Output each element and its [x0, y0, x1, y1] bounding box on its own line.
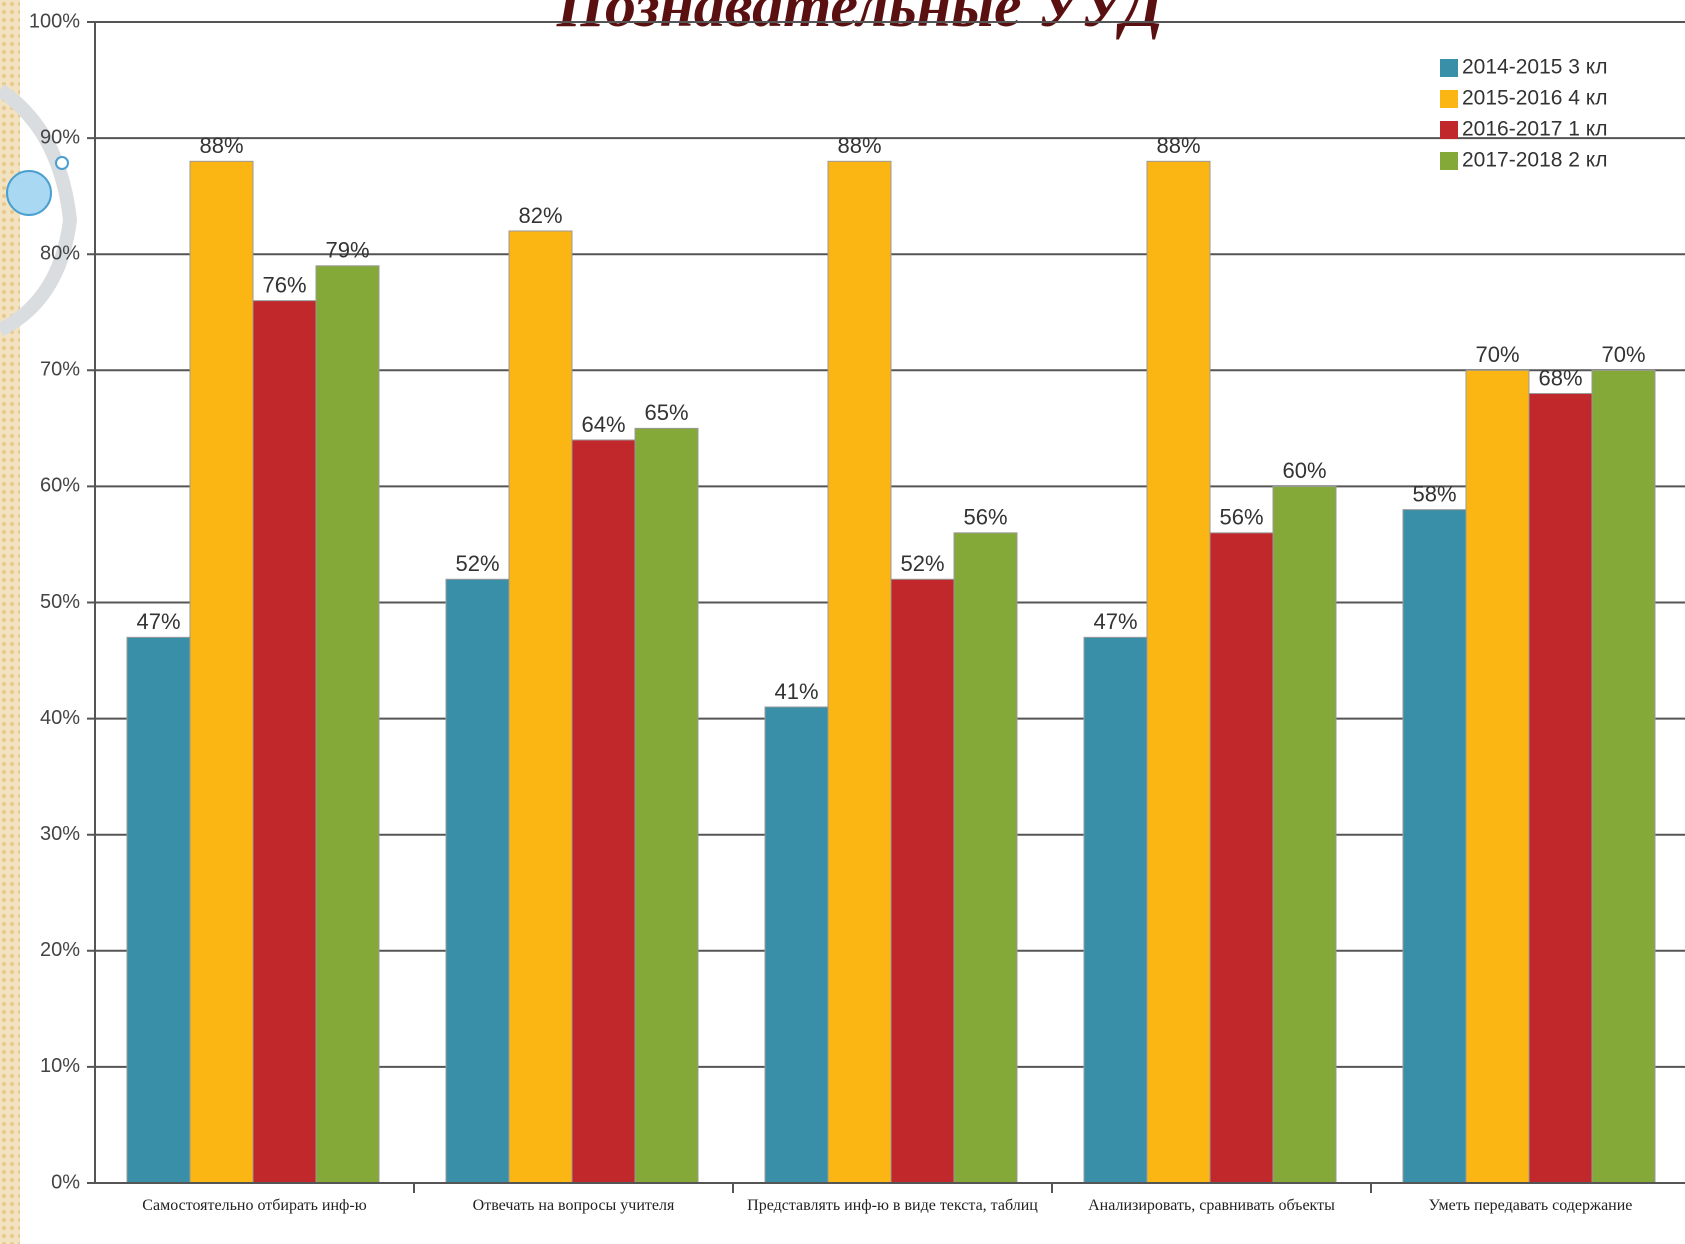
- data-label: 58%: [1412, 481, 1456, 506]
- legend-swatch: [1440, 90, 1458, 108]
- data-label: 68%: [1538, 365, 1582, 390]
- y-tick-label: 90%: [40, 126, 80, 148]
- data-label: 60%: [1282, 458, 1326, 483]
- legend-swatch: [1440, 152, 1458, 170]
- bar: [1084, 637, 1147, 1183]
- bar: [765, 707, 828, 1183]
- data-label: 65%: [644, 400, 688, 425]
- bar: [190, 161, 253, 1183]
- x-tick-label: Представлять инф-ю в виде текста, таблиц: [737, 1197, 1048, 1214]
- y-tick-label: 100%: [29, 10, 80, 32]
- bubble: [56, 157, 68, 169]
- data-label: 88%: [837, 133, 881, 158]
- legend-label: 2015-2016 4 кл: [1462, 87, 1607, 110]
- bar: [572, 440, 635, 1183]
- bar: [1403, 510, 1466, 1183]
- bar: [446, 579, 509, 1183]
- bar: [1210, 533, 1273, 1183]
- x-label-box: Самостоятельно отбирать инф-ю: [99, 1197, 410, 1244]
- data-label: 88%: [1156, 133, 1200, 158]
- bubble: [7, 171, 51, 215]
- data-label: 52%: [455, 551, 499, 576]
- bar: [954, 533, 1017, 1183]
- legend-label: 2017-2018 2 кл: [1462, 149, 1607, 172]
- bar: [316, 266, 379, 1183]
- data-label: 56%: [1219, 505, 1263, 530]
- y-tick-label: 70%: [40, 359, 80, 381]
- bar: [509, 231, 572, 1183]
- y-tick-label: 50%: [40, 591, 80, 613]
- data-label: 41%: [774, 679, 818, 704]
- y-tick-label: 10%: [40, 1055, 80, 1077]
- data-label: 70%: [1601, 342, 1645, 367]
- y-tick-label: 20%: [40, 939, 80, 961]
- x-tick-label: Самостоятельно отбирать инф-ю: [99, 1197, 410, 1214]
- data-label: 64%: [581, 412, 625, 437]
- x-tick-label: Уметь передавать содержание: [1375, 1197, 1685, 1214]
- data-label: 70%: [1475, 342, 1519, 367]
- bar: [1529, 394, 1592, 1183]
- y-tick-label: 80%: [40, 242, 80, 264]
- x-label-box: Уметь передавать содержание: [1375, 1197, 1685, 1244]
- x-tick-label: Анализировать, сравнивать объекты: [1056, 1197, 1367, 1214]
- chart: Познавательные УУД 0% 10% 20% 30% 40% 50% 60% 7…: [0, 0, 1685, 1244]
- data-label: 88%: [199, 133, 243, 158]
- x-tick-label: Отвечать на вопросы учителя: [418, 1197, 729, 1214]
- legend-label: 2014-2015 3 кл: [1462, 56, 1607, 79]
- data-label: 82%: [518, 203, 562, 228]
- data-label: 47%: [136, 609, 180, 634]
- bar: [1273, 486, 1336, 1183]
- bar: [891, 579, 954, 1183]
- data-label: 52%: [900, 551, 944, 576]
- legend-label: 2016-2017 1 кл: [1462, 118, 1607, 141]
- bar: [253, 301, 316, 1183]
- legend-swatch: [1440, 121, 1458, 139]
- x-label-box: Отвечать на вопросы учителя: [418, 1197, 729, 1244]
- bar: [1592, 370, 1655, 1183]
- x-label-box: Анализировать, сравнивать объекты: [1056, 1197, 1367, 1244]
- data-label: 47%: [1093, 609, 1137, 634]
- legend-swatch: [1440, 59, 1458, 77]
- data-label: 79%: [325, 238, 369, 263]
- bar: [127, 637, 190, 1183]
- y-tick-label: 0%: [51, 1171, 80, 1193]
- y-tick-label: 40%: [40, 707, 80, 729]
- bar: [1147, 161, 1210, 1183]
- bar: [828, 161, 891, 1183]
- y-tick-label: 30%: [40, 823, 80, 845]
- data-label: 56%: [963, 505, 1007, 530]
- y-tick-label: 60%: [40, 475, 80, 497]
- chart-title: Познавательные УУД: [556, 0, 1166, 40]
- bar: [1466, 370, 1529, 1183]
- bar: [635, 428, 698, 1183]
- data-label: 76%: [262, 272, 306, 297]
- x-label-box: Представлять инф-ю в виде текста, таблиц: [737, 1197, 1048, 1244]
